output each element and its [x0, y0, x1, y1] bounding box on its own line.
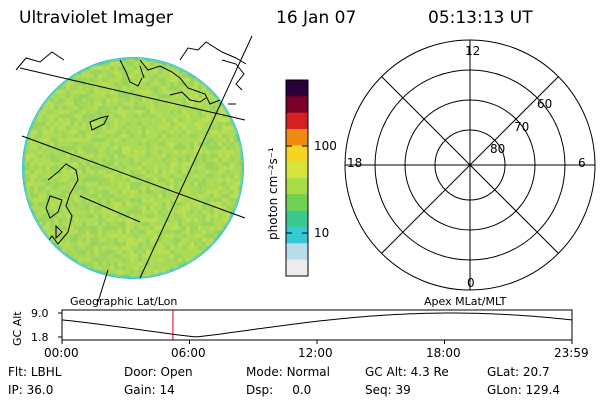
colorbar-segment — [286, 227, 308, 244]
mlt-label-12: 12 — [465, 44, 481, 58]
altitude-curve — [61, 312, 573, 338]
x-tick-0600: 06:00 — [171, 346, 206, 360]
x-tick-1800: 18:00 — [426, 346, 461, 360]
status-glat: GLat: 20.7 — [487, 365, 550, 379]
status-dsp: Dsp: 0.0 — [246, 383, 312, 397]
mlat-label-80: 80 — [490, 142, 506, 156]
alt-min-label: 1.8 — [31, 331, 49, 344]
status-gain: Gain: 14 — [124, 383, 175, 397]
polar-mlat-mlt-plot — [344, 39, 596, 291]
x-tick-1200: 12:00 — [298, 346, 333, 360]
status-gc-alt: GC Alt: 4.3 Re — [365, 365, 449, 379]
altitude-plot — [58, 309, 573, 344]
color-scale-bar — [285, 79, 309, 277]
colorbar-tick-10: 10 — [314, 226, 330, 240]
colorbar-unit-label: photon cm⁻²s⁻¹ — [266, 147, 280, 240]
mlt-label-0: 0 — [467, 276, 475, 290]
colorbar-segment — [286, 210, 308, 228]
colorbar-segment — [286, 194, 308, 212]
status-glon: GLon: 129.4 — [487, 383, 560, 397]
colorbar-segment — [286, 96, 308, 114]
earth-globe-image — [15, 35, 253, 303]
status-mode: Mode: Normal — [246, 365, 330, 379]
status-seq: Seq: 39 — [365, 383, 411, 397]
instrument-title: Ultraviolet Imager — [19, 8, 173, 28]
geographic-grid-title: Geographic Lat/Lon — [70, 295, 178, 308]
mlat-label-60: 60 — [537, 97, 553, 111]
observation-time: 05:13:13 UT — [428, 8, 533, 28]
mlat-label-70: 70 — [514, 120, 530, 134]
x-tick-0000: 00:00 — [44, 346, 79, 360]
status-flt: Flt: LBHL — [8, 365, 62, 379]
status-ip: IP: 36.0 — [8, 383, 54, 397]
mlt-label-18: 18 — [347, 156, 363, 170]
colorbar-segment — [286, 129, 308, 146]
colorbar-segment — [286, 259, 308, 277]
alt-axis-label: GC Alt — [11, 311, 24, 346]
coastlines-outer — [15, 41, 247, 105]
lat-lon-grid — [19, 35, 253, 303]
colorbar-segment — [286, 178, 308, 195]
coastlines — [37, 59, 225, 271]
colorbar-segment — [286, 243, 308, 261]
x-tick-2359: 23:59 — [554, 346, 589, 360]
colorbar-segment — [286, 145, 308, 163]
status-door: Door: Open — [124, 365, 193, 379]
colorbar-tick-100: 100 — [314, 139, 337, 153]
alt-max-label: 9.0 — [31, 307, 49, 320]
colorbar-segment — [286, 161, 308, 179]
mlt-label-6: 6 — [578, 156, 586, 170]
colorbar-segment — [286, 112, 308, 130]
observation-date: 16 Jan 07 — [276, 8, 357, 28]
apex-grid-title: Apex MLat/MLT — [424, 295, 507, 308]
colorbar-segment — [286, 80, 308, 97]
